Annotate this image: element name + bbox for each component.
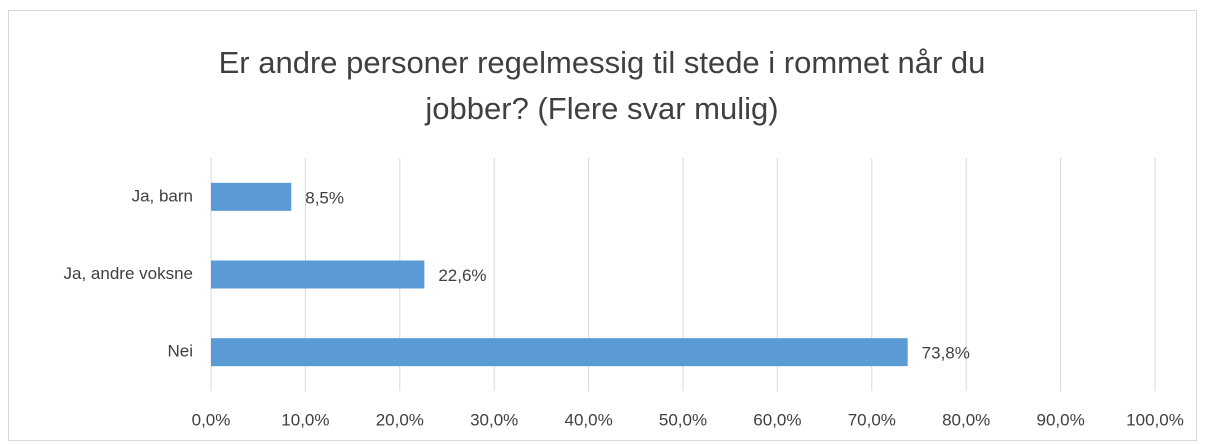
bar <box>211 260 425 289</box>
x-tick-label: 60,0% <box>753 410 801 429</box>
y-tick-label: Nei <box>167 342 193 361</box>
bar <box>211 338 908 367</box>
y-tick-label: Ja, andre voksne <box>64 264 193 283</box>
x-tick-label: 0,0% <box>192 410 231 429</box>
data-label: 73,8% <box>922 344 970 363</box>
data-label: 22,6% <box>438 266 486 285</box>
data-label: 8,5% <box>305 188 344 207</box>
bar <box>211 182 292 211</box>
x-tick-label: 80,0% <box>942 410 990 429</box>
x-tick-label: 30,0% <box>470 410 518 429</box>
x-tick-label: 10,0% <box>281 410 329 429</box>
y-tick-label: Ja, barn <box>132 186 193 205</box>
chart-title: Er andre personer regelmessig til stede … <box>218 45 986 126</box>
x-tick-label: 20,0% <box>376 410 424 429</box>
x-tick-label: 100,0% <box>1126 410 1184 429</box>
x-tick-label: 50,0% <box>659 410 707 429</box>
x-tick-label: 90,0% <box>1036 410 1084 429</box>
x-tick-label: 40,0% <box>564 410 612 429</box>
chart-border <box>8 10 1197 441</box>
x-tick-label: 70,0% <box>848 410 896 429</box>
